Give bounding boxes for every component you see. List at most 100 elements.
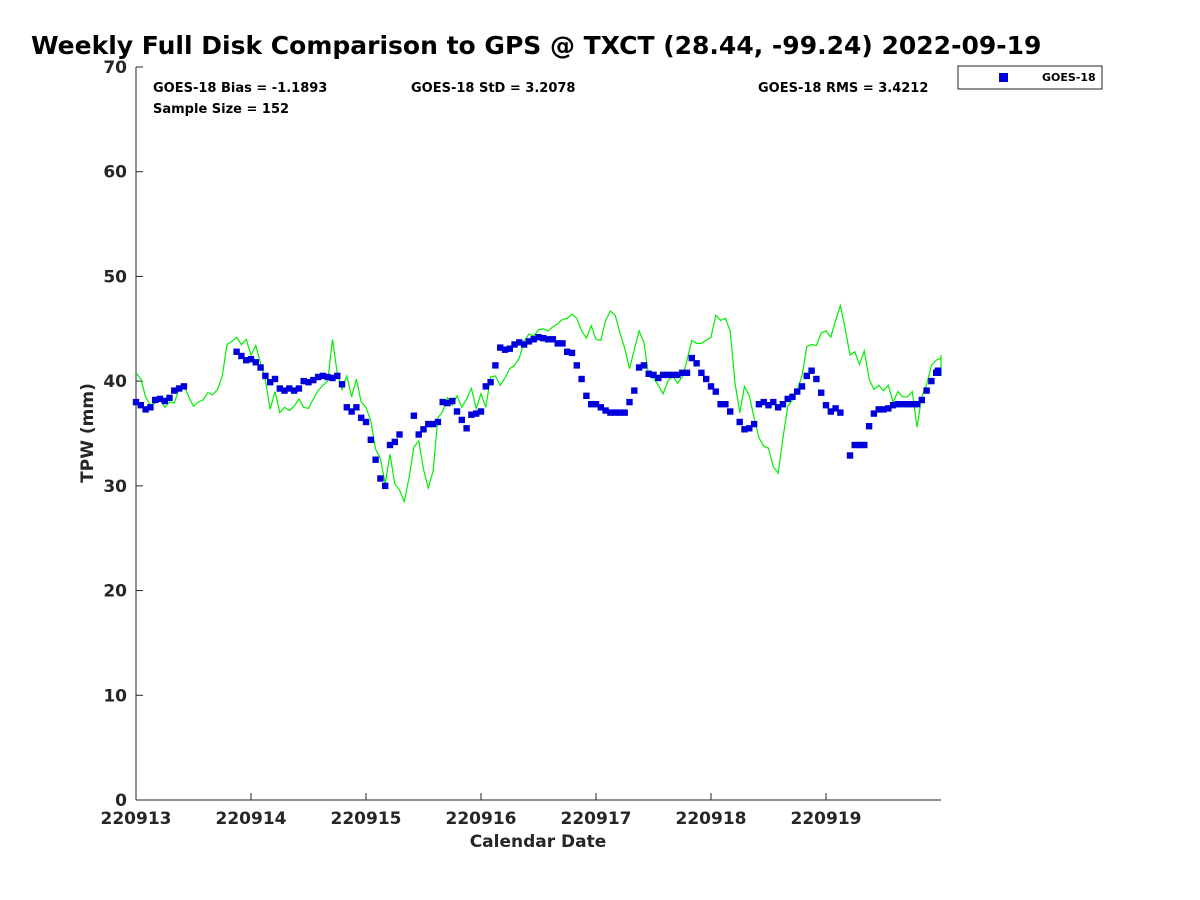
goes-18-point: [175, 385, 183, 392]
x-tick-label: 220919: [791, 809, 862, 829]
goes-18-point: [487, 379, 494, 386]
goes-18-point: [281, 387, 288, 394]
goes-18-point: [659, 371, 667, 379]
goes-18-point: [286, 385, 293, 392]
goes-18-point: [794, 388, 801, 395]
goes-18-point: [583, 392, 590, 399]
goes-18-point: [429, 420, 437, 428]
goes-18-point: [578, 375, 585, 383]
y-axis-label: TPW (mm): [78, 383, 98, 483]
goes-18-point: [650, 371, 657, 379]
goes-18-point: [727, 408, 734, 415]
x-axis-label: Calendar Date: [470, 832, 607, 852]
goes-18-point: [765, 402, 772, 409]
goes-18-point: [156, 395, 164, 403]
goes-18-point: [458, 416, 465, 424]
goes-18-point: [635, 364, 643, 371]
y-tick-label: 70: [103, 58, 127, 78]
goes-18-point: [837, 409, 844, 416]
legend-label-goes-18: GOES-18: [1042, 71, 1096, 84]
goes-18-point: [712, 388, 719, 395]
goes-18-point: [516, 339, 523, 346]
goes-18-point: [482, 383, 489, 390]
goes-18-point: [717, 401, 724, 408]
goes-18-point: [564, 348, 571, 355]
goes-18-point: [602, 407, 609, 414]
x-tick-label: 220917: [561, 809, 632, 829]
goes-18-point: [161, 397, 168, 405]
goes-18-point: [377, 475, 384, 482]
goes-18-point: [626, 398, 633, 406]
goes-18-point: [645, 370, 652, 377]
chart-title: Weekly Full Disk Comparison to GPS @ TXC…: [31, 31, 1041, 60]
goes-18-point: [463, 425, 470, 432]
goes-18-point: [736, 418, 743, 426]
goes-18-point: [142, 406, 149, 413]
goes-18-point: [568, 349, 576, 357]
goes-18-point: [511, 341, 518, 348]
goes-18-point: [152, 396, 159, 404]
goes-18-point: [865, 423, 873, 430]
goes-18-point: [750, 420, 758, 428]
goes-18-point: [779, 401, 787, 408]
goes-18-point: [525, 338, 533, 345]
goes-18-point: [889, 402, 897, 409]
goes-18-point: [410, 412, 418, 419]
goes-18-point: [132, 398, 140, 406]
goes-18-point: [501, 346, 509, 353]
goes-18-point: [147, 404, 154, 411]
goes-18-point: [540, 335, 547, 342]
goes-18-point: [549, 336, 557, 343]
x-tick-label: 220913: [101, 809, 172, 829]
goes-18-point: [870, 410, 878, 417]
goes-18-point: [693, 360, 700, 367]
goes-18-point: [683, 369, 691, 376]
goes-18-point: [319, 372, 327, 380]
goes-18-point: [324, 373, 331, 381]
x-tick-label: 220916: [446, 809, 517, 829]
goes-18-point: [703, 375, 710, 383]
goes-18-point: [631, 387, 638, 394]
goes-18-point: [238, 352, 245, 360]
y-tick-label: 30: [103, 477, 127, 497]
stat-sample-size: Sample Size = 152: [153, 102, 289, 117]
legend: GOES-18: [957, 65, 1103, 90]
goes-18-point: [597, 404, 604, 411]
goes-18-point: [784, 395, 791, 403]
goes-18-point: [755, 401, 763, 408]
legend-marker-goes-18: [999, 73, 1008, 82]
goes-18-point: [300, 377, 307, 385]
goes-18-point: [439, 398, 446, 406]
goes-18-point: [276, 385, 283, 392]
goes-18-point: [621, 409, 628, 416]
goes-18-point: [909, 401, 916, 408]
y-tick-label: 50: [103, 267, 127, 287]
legend-box: [957, 65, 1103, 90]
goes-18-point: [770, 398, 777, 406]
goes-18-point: [741, 426, 748, 433]
goes-18-point: [554, 340, 561, 347]
y-tick-label: 0: [115, 791, 127, 811]
goes-18-point: [746, 425, 753, 432]
x-tick-label: 220914: [216, 809, 287, 829]
goes-18-point: [386, 441, 394, 449]
goes-18-point: [588, 401, 595, 408]
goes-18-point: [492, 362, 499, 369]
goes-18-point: [444, 399, 451, 407]
stat-std: GOES-18 StD = 3.2078: [411, 81, 575, 96]
goes-18-point: [827, 408, 834, 415]
goes-18-point: [573, 362, 580, 369]
goes-18-point: [640, 362, 648, 369]
x-tick-label: 220915: [331, 809, 402, 829]
goes-18-point: [252, 359, 259, 366]
y-tick-label: 20: [103, 582, 127, 602]
goes-18-point: [760, 398, 767, 406]
goes-18-point: [262, 372, 269, 380]
goes-18-point: [506, 345, 513, 352]
goes-18-point: [789, 393, 796, 400]
goes-18-point: [180, 383, 188, 390]
goes-18-point: [846, 452, 854, 459]
goes-18-point: [679, 369, 686, 376]
goes-18-point: [894, 401, 902, 408]
goes-18-point: [314, 373, 322, 381]
